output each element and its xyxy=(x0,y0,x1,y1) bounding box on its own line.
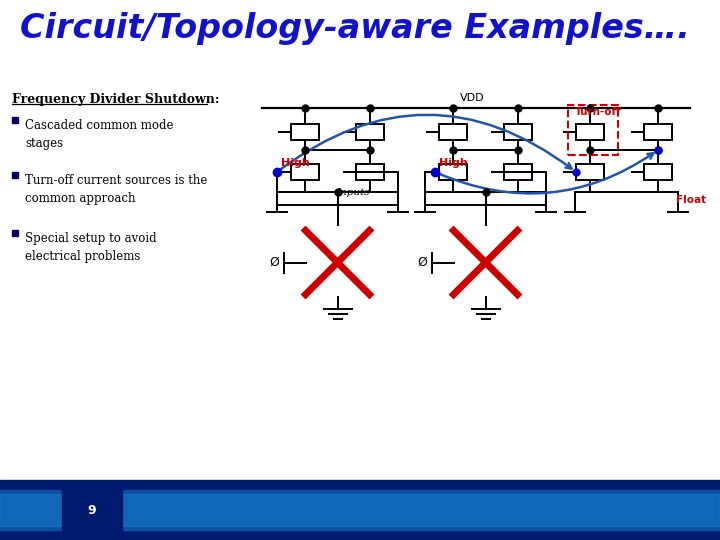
Bar xyxy=(576,124,604,140)
Text: Circuit/Topology-aware Examples….: Circuit/Topology-aware Examples…. xyxy=(20,12,690,45)
Bar xyxy=(504,164,532,180)
FancyArrowPatch shape xyxy=(438,153,654,193)
Bar xyxy=(12,117,18,123)
FancyArrowPatch shape xyxy=(279,115,572,170)
Bar xyxy=(12,230,18,236)
Bar xyxy=(439,124,467,140)
Bar xyxy=(504,124,532,140)
Text: High: High xyxy=(439,158,468,168)
Bar xyxy=(356,164,384,180)
Text: 9: 9 xyxy=(88,503,96,516)
Text: VDD: VDD xyxy=(459,93,485,103)
Text: High: High xyxy=(281,158,310,168)
Bar xyxy=(356,124,384,140)
Bar xyxy=(0,490,720,530)
Text: Ø: Ø xyxy=(418,256,428,269)
Bar xyxy=(62,488,122,532)
Text: Float: Float xyxy=(676,195,706,205)
Text: Ø: Ø xyxy=(269,256,279,269)
Bar xyxy=(291,164,319,180)
Bar xyxy=(12,172,18,178)
Bar xyxy=(576,164,604,180)
Text: Special setup to avoid
electrical problems: Special setup to avoid electrical proble… xyxy=(25,232,157,263)
Text: Turn-off current sources is the
common approach: Turn-off current sources is the common a… xyxy=(25,174,207,205)
Bar xyxy=(644,164,672,180)
Bar xyxy=(568,105,618,155)
Text: Turn-off: Turn-off xyxy=(575,107,621,117)
Bar xyxy=(439,164,467,180)
Bar xyxy=(0,480,720,540)
Text: Cascaded common mode
stages: Cascaded common mode stages xyxy=(25,119,174,150)
Bar xyxy=(644,124,672,140)
Text: Frequency Divider Shutdown:: Frequency Divider Shutdown: xyxy=(12,93,220,106)
Bar xyxy=(291,124,319,140)
Bar xyxy=(0,494,720,526)
Text: Inputs: Inputs xyxy=(336,188,369,197)
